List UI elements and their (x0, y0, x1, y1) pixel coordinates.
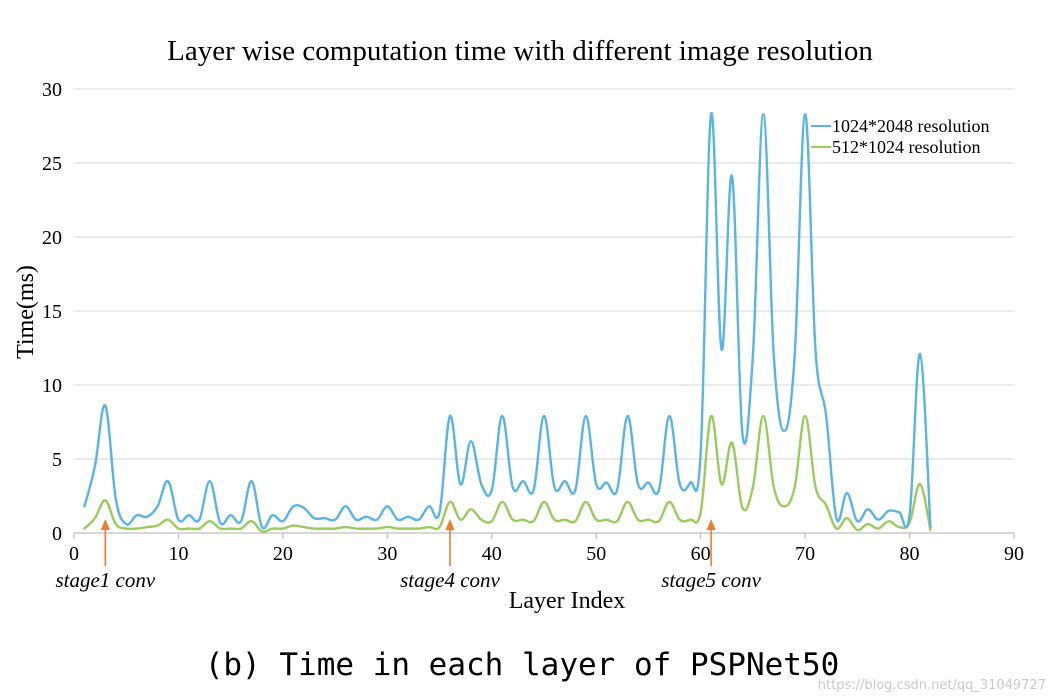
y-tick-label: 20 (42, 227, 62, 249)
x-tick-label: 90 (1004, 543, 1024, 565)
grid-lines (74, 88, 1014, 460)
figure-caption: (b) Time in each layer of PSPNet50 (205, 647, 840, 683)
watermark: https://blog.csdn.net/qq_31049727 (818, 678, 1046, 693)
y-axis-label: Time(ms) (13, 265, 39, 359)
x-tick-label: 20 (273, 543, 293, 565)
stage-annotation: stage5 conv (661, 519, 762, 592)
y-tick-label: 10 (42, 375, 62, 397)
x-tick-label: 50 (586, 543, 606, 565)
y-tick-label: 15 (42, 301, 62, 323)
legend-label-512: 512*1024 resolution (832, 137, 981, 157)
annotation-arrow-head (706, 519, 716, 530)
y-tick-label: 0 (52, 523, 62, 545)
legend: 1024*2048 resolution 512*1024 resolution (811, 116, 990, 157)
series-line-512x1024 (83, 414, 932, 533)
x-tick-label: 80 (900, 543, 920, 565)
x-tick-label: 30 (377, 543, 397, 565)
y-tick-label: 25 (42, 153, 62, 175)
series-line-1024x2048 (83, 112, 932, 530)
series-lines (83, 112, 932, 533)
x-tick-label: 70 (795, 543, 815, 565)
annotation-label: stage4 conv (400, 568, 500, 592)
x-tick-label: 0 (69, 543, 79, 565)
annotation-arrow-head (445, 519, 455, 530)
x-tick-label: 10 (168, 543, 188, 565)
x-axis-label: Layer Index (509, 588, 626, 614)
annotation-label: stage5 conv (661, 568, 761, 592)
y-tick-label: 5 (52, 449, 62, 471)
y-tick-label: 30 (42, 79, 62, 101)
x-tick-label: 60 (691, 543, 711, 565)
chart-title: Layer wise computation time with differe… (167, 35, 873, 67)
stage-annotation: stage4 conv (400, 519, 501, 592)
stage-annotations: stage1 conv stage4 conv stage5 conv (55, 519, 762, 592)
annotation-arrow-head (100, 519, 110, 530)
annotation-label: stage1 conv (55, 568, 155, 592)
x-tick-label: 40 (482, 543, 502, 565)
legend-label-1024: 1024*2048 resolution (832, 116, 990, 136)
axes: 0 5 10 15 20 25 30 0 10 20 30 40 50 60 70 80 90 (42, 79, 1024, 565)
stage-annotation: stage1 conv (55, 519, 156, 592)
